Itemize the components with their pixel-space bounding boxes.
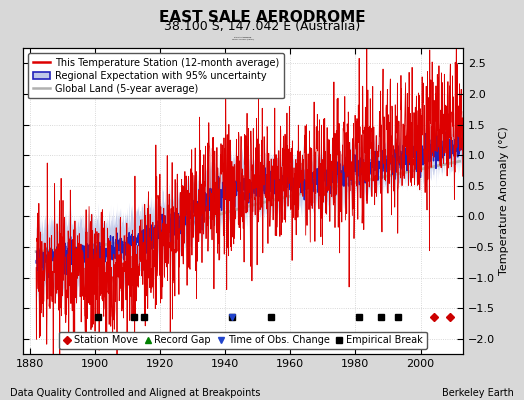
Text: 38.100 S, 147.042 E (Australia): 38.100 S, 147.042 E (Australia) (164, 20, 360, 33)
Title: EAST SALE AERODROME
38.100 S, 147.042 E (Australia): EAST SALE AERODROME 38.100 S, 147.042 E … (232, 37, 254, 40)
Text: Data Quality Controlled and Aligned at Breakpoints: Data Quality Controlled and Aligned at B… (10, 388, 261, 398)
Text: Berkeley Earth: Berkeley Earth (442, 388, 514, 398)
Legend: Station Move, Record Gap, Time of Obs. Change, Empirical Break: Station Move, Record Gap, Time of Obs. C… (59, 332, 427, 349)
Y-axis label: Temperature Anomaly (°C): Temperature Anomaly (°C) (499, 127, 509, 276)
Text: EAST SALE AERODROME: EAST SALE AERODROME (159, 10, 365, 25)
